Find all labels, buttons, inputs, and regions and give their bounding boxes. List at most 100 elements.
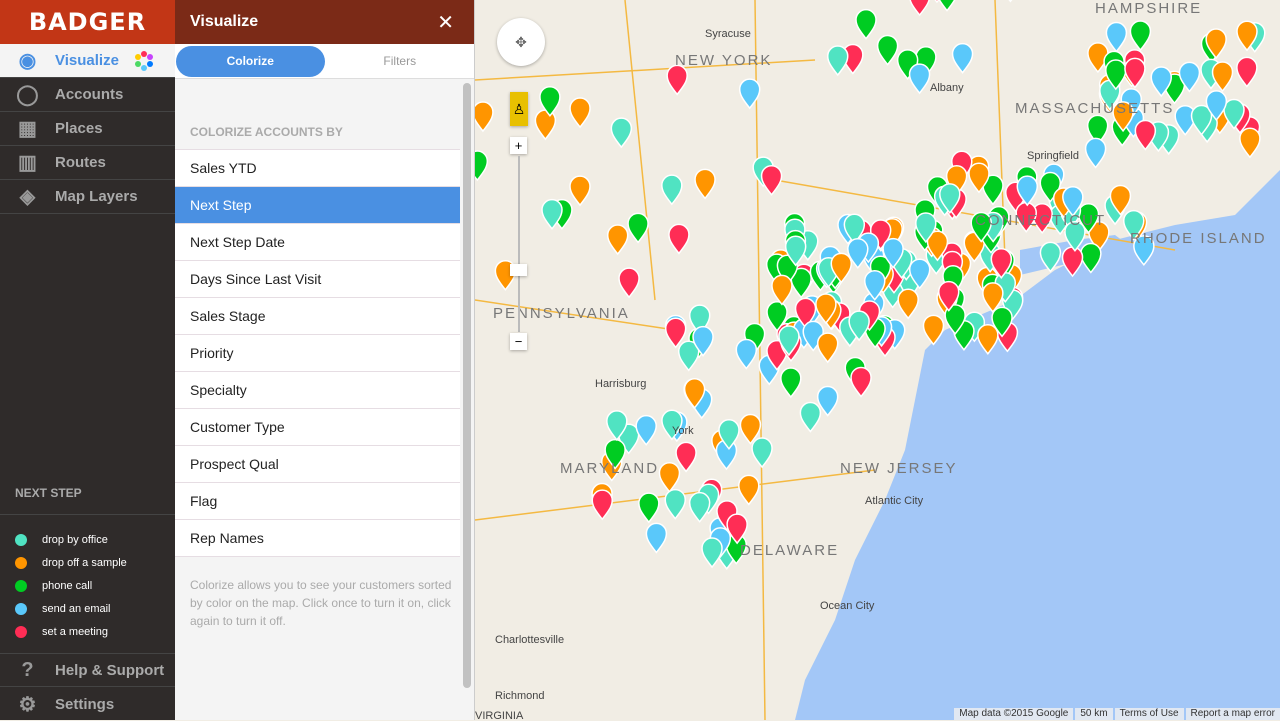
account-pin-marker <box>539 85 561 117</box>
account-pin-marker <box>977 324 999 355</box>
account-pin-marker <box>944 304 966 336</box>
account-pin-marker <box>982 282 1004 314</box>
account-pin-marker <box>569 175 591 207</box>
zoom-slider-handle[interactable] <box>510 264 527 276</box>
badger-logo: BADGER <box>0 0 175 44</box>
account-pin-marker <box>799 401 822 433</box>
account-pin-marker <box>766 301 788 332</box>
account-pin-marker <box>661 174 683 206</box>
sidebar-item-map-layers[interactable]: ◈ Map Layers <box>0 180 175 214</box>
account-pin-marker <box>1064 220 1086 252</box>
account-pin-marker <box>778 325 800 357</box>
street-view-pegman-icon[interactable]: ♙ <box>510 92 528 126</box>
map-label: CONNECTICUT <box>975 212 1107 229</box>
account-pin-marker <box>1236 20 1258 52</box>
legend: drop by office drop off a sample phone cal… <box>15 528 127 643</box>
map-label: NEW JERSEY <box>840 460 958 477</box>
scrollbar[interactable] <box>463 83 471 688</box>
option-sales-ytd[interactable]: Sales YTD <box>175 150 460 187</box>
sidebar-item-accounts[interactable]: ◯ Accounts <box>0 78 175 112</box>
account-pin-marker <box>897 288 919 320</box>
account-pin-marker <box>1084 137 1107 169</box>
account-pin-marker <box>683 378 706 409</box>
account-pin-marker <box>739 413 762 445</box>
option-rep-names[interactable]: Rep Names <box>175 520 460 557</box>
account-pin-marker <box>991 306 1013 338</box>
tab-filters[interactable]: Filters <box>383 54 417 68</box>
layers-icon: ◈ <box>19 186 36 208</box>
account-pin-marker <box>843 213 866 245</box>
legend-item: drop off a sample <box>15 551 127 574</box>
account-pin-marker <box>668 223 690 255</box>
account-pin-marker <box>541 198 563 230</box>
legend-color-dot <box>15 579 27 592</box>
zoom-out-button[interactable]: − <box>510 333 527 350</box>
option-days-since-last-visit[interactable]: Days Since Last Visit <box>175 261 460 298</box>
sidebar: BADGER ◉ Visualize ◯ Accounts ▦ Places ▥ Routes… <box>0 0 175 720</box>
legend-color-dot <box>15 625 27 638</box>
map-label: MASSACHUSETTS <box>1015 100 1175 117</box>
account-pin-marker <box>1178 61 1201 93</box>
highway <box>475 299 676 331</box>
sidebar-item-routes[interactable]: ▥ Routes <box>0 146 175 180</box>
account-pin-marker <box>815 293 837 325</box>
account-pin-marker <box>1086 114 1109 146</box>
zoom-slider-track[interactable] <box>518 156 520 332</box>
account-pin-marker <box>771 274 793 306</box>
tab-colorize[interactable]: Colorize <box>176 45 325 77</box>
legend-color-dot <box>15 602 27 615</box>
account-pin-marker <box>915 212 937 244</box>
option-flag[interactable]: Flag <box>175 483 460 520</box>
account-pin-marker <box>970 211 992 243</box>
account-pin-marker <box>645 522 668 554</box>
sidebar-item-label: Routes <box>55 154 106 171</box>
option-sales-stage[interactable]: Sales Stage <box>175 298 460 335</box>
option-prospect-qual[interactable]: Prospect Qual <box>175 446 460 483</box>
account-pin-marker <box>934 0 940 4</box>
pan-control[interactable]: ✥ <box>497 18 545 66</box>
account-pin-marker <box>938 0 956 12</box>
ocean <box>795 170 1280 720</box>
account-pin-marker <box>1236 56 1258 88</box>
option-next-step[interactable]: Next Step <box>175 187 460 224</box>
account-pin-marker <box>591 489 614 521</box>
option-specialty[interactable]: Specialty <box>175 372 460 409</box>
legend-item: send an email <box>15 597 127 620</box>
account-pin-marker <box>1008 0 1013 3</box>
account-pin-marker <box>850 366 872 398</box>
account-pin-marker <box>990 247 1013 279</box>
legend-item: set a meeting <box>15 620 127 643</box>
option-priority[interactable]: Priority <box>175 335 460 372</box>
help-text: Colorize allows you to see your customer… <box>190 578 452 628</box>
legend-color-dot <box>15 533 27 546</box>
close-icon[interactable]: ✕ <box>437 12 454 34</box>
store-icon: ▦ <box>18 118 37 140</box>
help-support-button[interactable]: ? Help & Support <box>0 653 175 687</box>
account-pin-marker <box>1122 209 1145 241</box>
terms-link[interactable]: Terms of Use <box>1114 708 1184 720</box>
map[interactable]: NEW YORK PENNSYLVANIA MASSACHUSETTS CONNECT… <box>475 0 1280 720</box>
map-label: York <box>672 425 694 437</box>
account-pin-marker <box>1239 127 1261 159</box>
account-pin-marker <box>1205 90 1228 122</box>
account-pin-marker <box>664 317 687 349</box>
map-label: Richmond <box>495 690 545 702</box>
account-pin-marker <box>738 474 760 506</box>
sidebar-item-label: Visualize <box>55 52 119 69</box>
account-pin-marker <box>604 438 626 470</box>
account-pin-marker <box>658 461 681 493</box>
scale-bar: 50 km <box>1075 708 1113 720</box>
option-next-step-date[interactable]: Next Step Date <box>175 224 460 261</box>
settings-button[interactable]: ⚙ Settings <box>0 687 175 721</box>
account-pin-marker <box>664 488 686 520</box>
zoom-in-button[interactable]: + <box>510 137 527 154</box>
account-pin-marker <box>627 212 649 244</box>
account-pin-marker <box>1039 241 1062 273</box>
sidebar-item-visualize[interactable]: ◉ Visualize <box>0 44 175 78</box>
report-error-link[interactable]: Report a map error <box>1185 708 1280 720</box>
sidebar-item-places[interactable]: ▦ Places <box>0 112 175 146</box>
option-customer-type[interactable]: Customer Type <box>175 409 460 446</box>
account-pin-marker <box>1211 61 1234 93</box>
legend-color-dot <box>15 556 27 569</box>
account-pin-marker <box>1205 28 1227 60</box>
